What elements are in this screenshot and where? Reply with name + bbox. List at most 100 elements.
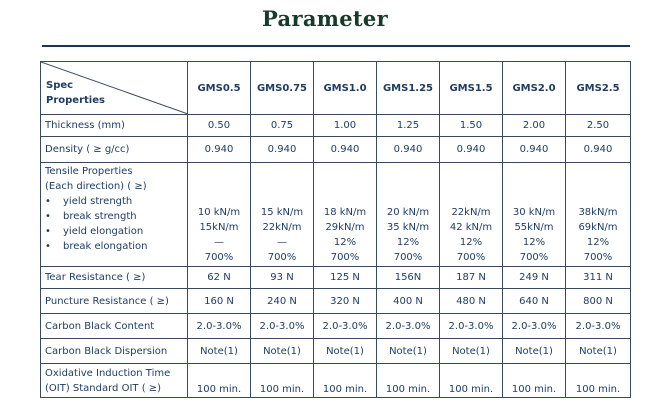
table-cell: Note(1) (502, 338, 566, 364)
table-cell: 0.940 (313, 136, 377, 163)
table-row: Carbon Black Dispersion Note(1) Note(1) … (40, 338, 631, 364)
tensile-value: 69kN/m (578, 222, 618, 233)
table-cell: 156N (376, 266, 440, 289)
table-cell: 2.0-3.0% (187, 313, 251, 339)
table-cell: 2.0-3.0% (565, 313, 631, 339)
tensile-value: 12% (459, 237, 483, 248)
table-cell: 1.25 (376, 114, 440, 137)
tensile-value: 38kN/m (578, 207, 618, 218)
tensile-cell: 10 kN/m 15kN/m — 700% (187, 162, 251, 267)
tensile-value: 42 kN/m (449, 222, 493, 233)
table-row: Puncture Resistance ( ≥) 160 N 240 N 320… (40, 288, 631, 314)
table-cell: 0.940 (376, 136, 440, 163)
header-row: Spec Properties GMS0.5 GMS0.75 GMS1.0 GM… (40, 61, 631, 115)
tensile-value: 30 kN/m (512, 207, 556, 218)
page-title: Parameter (262, 6, 388, 31)
tensile-cell: 18 kN/m 29kN/m 12% 700% (313, 162, 377, 267)
parameter-table: Spec Properties GMS0.5 GMS0.75 GMS1.0 GM… (40, 61, 631, 398)
table-row: Density ( ≥ g/cc) 0.940 0.940 0.940 0.94… (40, 136, 631, 163)
tensile-value: 700% (456, 252, 486, 263)
table-cell: Note(1) (439, 338, 503, 364)
table-cell: 62 N (187, 266, 251, 289)
tensile-value: 20 kN/m (386, 207, 430, 218)
table-cell: Note(1) (313, 338, 377, 364)
tensile-cell: 20 kN/m 35 kN/m 12% 700% (376, 162, 440, 267)
tensile-sub-label: • yield strength (45, 196, 133, 207)
title-divider (42, 45, 630, 47)
table-cell: 480 N (439, 288, 503, 314)
table-cell: 0.75 (250, 114, 314, 137)
column-header: GMS0.75 (250, 61, 314, 115)
tensile-cell: 22kN/m 42 kN/m 12% 700% (439, 162, 503, 267)
tensile-value: 29kN/m (325, 222, 365, 233)
oit-label-line2: (OIT) Standard OIT ( ≥) (45, 382, 162, 394)
row-label: Carbon Black Content (40, 313, 188, 339)
tensile-value: 700% (583, 252, 613, 263)
table-cell: 0.50 (187, 114, 251, 137)
table-cell: 240 N (250, 288, 314, 314)
table-cell: 800 N (565, 288, 631, 314)
tensile-value: 700% (267, 252, 297, 263)
table-cell: Note(1) (187, 338, 251, 364)
table-cell: Note(1) (250, 338, 314, 364)
tensile-cell: 15 kN/m 22kN/m — 700% (250, 162, 314, 267)
tensile-value: 700% (330, 252, 360, 263)
tensile-cell: 30 kN/m 55kN/m 12% 700% (502, 162, 566, 267)
tensile-value: 12% (522, 237, 546, 248)
table-cell: 2.0-3.0% (376, 313, 440, 339)
table-cell: 640 N (502, 288, 566, 314)
table-cell: Note(1) (376, 338, 440, 364)
table-cell: 2.0-3.0% (313, 313, 377, 339)
tensile-value: 12% (396, 237, 420, 248)
corner-diagonal (41, 62, 187, 114)
tensile-value: 700% (519, 252, 549, 263)
table-cell: 2.00 (502, 114, 566, 137)
table-cell: 93 N (250, 266, 314, 289)
tensile-value: 12% (586, 237, 610, 248)
table-cell: 100 min. (250, 363, 314, 398)
column-header: GMS2.0 (502, 61, 566, 115)
row-label: Density ( ≥ g/cc) (40, 136, 188, 163)
tensile-cell: 38kN/m 69kN/m 12% 700% (565, 162, 631, 267)
tensile-value: 700% (204, 252, 234, 263)
table-cell: 0.940 (187, 136, 251, 163)
oit-row: Oxidative Induction Time (OIT) Standard … (40, 363, 631, 398)
table-cell: 100 min. (187, 363, 251, 398)
table-cell: 100 min. (376, 363, 440, 398)
table-cell: 125 N (313, 266, 377, 289)
column-header: GMS0.5 (187, 61, 251, 115)
row-label: Tear Resistance ( ≥) (40, 266, 188, 289)
tensile-value: — (214, 237, 224, 248)
table-row: Tear Resistance ( ≥) 62 N 93 N 125 N 156… (40, 266, 631, 289)
row-label: Carbon Black Dispersion (40, 338, 188, 364)
table-cell: 400 N (376, 288, 440, 314)
table-cell: 311 N (565, 266, 631, 289)
table-cell: 160 N (187, 288, 251, 314)
table-cell: 2.0-3.0% (250, 313, 314, 339)
table-cell: 320 N (313, 288, 377, 314)
tensile-value: 18 kN/m (323, 207, 367, 218)
table-cell: 100 min. (439, 363, 503, 398)
table-cell: 0.940 (565, 136, 631, 163)
row-label: Thickness (mm) (40, 114, 188, 137)
tensile-value: 35 kN/m (386, 222, 430, 233)
tensile-value: 22kN/m (451, 207, 491, 218)
table-cell: 187 N (439, 266, 503, 289)
table-cell: 100 min. (502, 363, 566, 398)
tensile-value: 22kN/m (262, 222, 302, 233)
column-header: GMS2.5 (565, 61, 631, 115)
table-cell: 2.0-3.0% (502, 313, 566, 339)
column-header: GMS1.5 (439, 61, 503, 115)
table-cell: Note(1) (565, 338, 631, 364)
table-cell: 100 min. (565, 363, 631, 398)
table-row: Carbon Black Content 2.0-3.0% 2.0-3.0% 2… (40, 313, 631, 339)
tensile-value: 15 kN/m (260, 207, 304, 218)
row-label: Puncture Resistance ( ≥) (40, 288, 188, 314)
tensile-value: 12% (333, 237, 357, 248)
table-cell: 0.940 (502, 136, 566, 163)
tensile-value: 55kN/m (514, 222, 554, 233)
column-header: GMS1.25 (376, 61, 440, 115)
table-cell: 1.50 (439, 114, 503, 137)
table-cell: 0.940 (439, 136, 503, 163)
tensile-direction: (Each direction) ( ≥) (45, 181, 147, 192)
